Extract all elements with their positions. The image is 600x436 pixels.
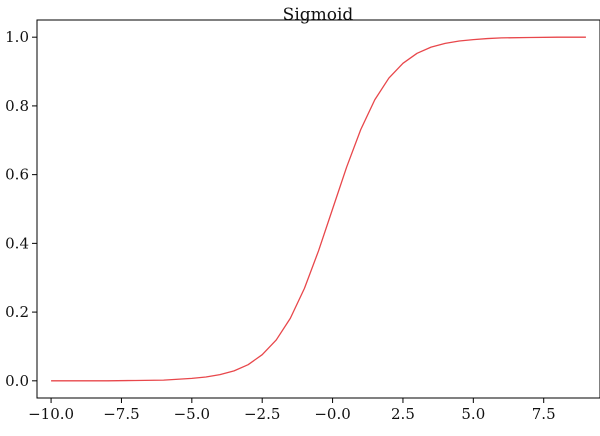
y-tick-label: 0.0: [5, 372, 29, 390]
y-tick-label: 0.8: [5, 97, 29, 115]
y-tick-label: 0.2: [5, 303, 29, 321]
x-tick-label: 5.0: [461, 405, 485, 423]
plot-marks: −10.0 −7.5 −5.0 −2.5 −0.0 2.5 5.0 7.5 0.0 0.2 0.4 0…: [5, 28, 586, 423]
x-tick-label: −5.0: [174, 405, 210, 423]
x-tick-label: −10.0: [28, 405, 74, 423]
x-tick-label: 2.5: [391, 405, 415, 423]
x-tick-label: −0.0: [314, 405, 350, 423]
y-tick-label: 1.0: [5, 28, 29, 46]
y-tick-label: 0.4: [5, 234, 29, 252]
chart-title: Sigmoid: [283, 5, 354, 25]
x-tick-label: 7.5: [532, 405, 556, 423]
x-tick-label: −7.5: [103, 405, 139, 423]
sigmoid-series-line: [51, 36, 586, 382]
y-tick-label: 0.6: [5, 166, 29, 184]
plot-area-frame: [36, 19, 600, 399]
x-tick-label: −2.5: [244, 405, 280, 423]
